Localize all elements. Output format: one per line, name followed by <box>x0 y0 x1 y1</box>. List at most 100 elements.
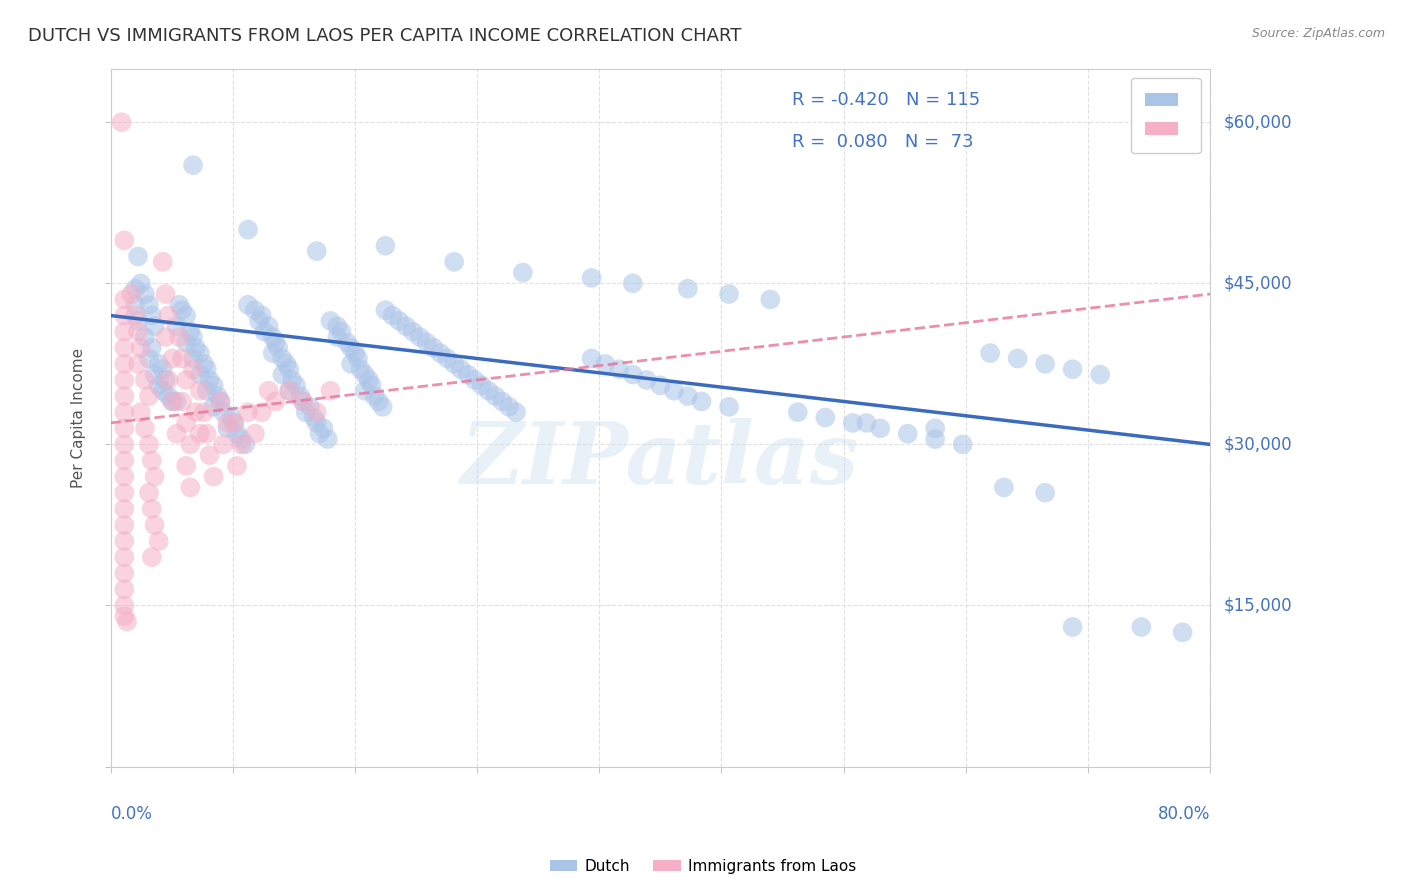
Point <box>169 330 191 344</box>
Point <box>233 437 256 451</box>
Point <box>112 566 135 581</box>
Point <box>464 373 486 387</box>
Point <box>319 314 342 328</box>
Point <box>141 341 163 355</box>
Point <box>202 378 225 392</box>
Point <box>209 394 232 409</box>
Point <box>202 469 225 483</box>
Point <box>112 233 135 247</box>
Text: $60,000: $60,000 <box>1225 113 1292 131</box>
Point <box>112 325 135 339</box>
Point <box>166 319 188 334</box>
Point <box>491 394 513 409</box>
Point <box>236 222 259 236</box>
Point <box>278 384 301 398</box>
Point <box>134 421 156 435</box>
Point <box>129 277 152 291</box>
Point <box>607 362 630 376</box>
Point <box>718 287 741 301</box>
Point <box>484 389 506 403</box>
Point <box>236 405 259 419</box>
Point <box>112 582 135 597</box>
Point <box>152 255 174 269</box>
Point <box>285 378 308 392</box>
Point <box>127 357 149 371</box>
Point <box>162 394 184 409</box>
Point <box>512 266 534 280</box>
Text: R = -0.420   N = 115: R = -0.420 N = 115 <box>792 91 980 109</box>
Point <box>181 351 204 366</box>
Point <box>195 362 218 376</box>
Text: 0.0%: 0.0% <box>111 805 152 823</box>
Text: DUTCH VS IMMIGRANTS FROM LAOS PER CAPITA INCOME CORRELATION CHART: DUTCH VS IMMIGRANTS FROM LAOS PER CAPITA… <box>28 27 741 45</box>
Point <box>250 309 273 323</box>
Point <box>357 373 380 387</box>
Point <box>112 550 135 565</box>
Point <box>157 389 180 403</box>
Point <box>869 421 891 435</box>
Point <box>276 357 298 371</box>
Point <box>271 368 294 382</box>
Point <box>1130 620 1153 634</box>
Point <box>112 373 135 387</box>
Point <box>202 400 225 414</box>
Point <box>278 384 301 398</box>
Point <box>363 389 385 403</box>
Point <box>267 341 290 355</box>
Point <box>305 244 328 258</box>
Point <box>814 410 837 425</box>
Point <box>336 335 359 350</box>
Point <box>112 405 135 419</box>
Point <box>181 362 204 376</box>
Point <box>344 346 367 360</box>
Point <box>143 368 166 382</box>
Point <box>221 410 243 425</box>
Point <box>347 351 370 366</box>
Point <box>443 357 465 371</box>
Point <box>170 394 193 409</box>
Point <box>422 341 444 355</box>
Point <box>112 309 135 323</box>
Point <box>143 319 166 334</box>
Point <box>226 426 249 441</box>
Text: R =  0.080   N =  73: R = 0.080 N = 73 <box>792 133 974 151</box>
Point <box>243 303 266 318</box>
Point <box>112 518 135 533</box>
Point <box>581 271 603 285</box>
Point <box>181 158 204 172</box>
Point <box>330 325 353 339</box>
Point <box>209 394 232 409</box>
Point <box>152 362 174 376</box>
Point <box>112 453 135 467</box>
Point <box>112 341 135 355</box>
Point <box>253 325 276 339</box>
Point <box>174 309 197 323</box>
Point <box>143 469 166 483</box>
Point <box>305 405 328 419</box>
Point <box>979 346 1001 360</box>
Point <box>181 330 204 344</box>
Point <box>112 357 135 371</box>
Point <box>415 335 437 350</box>
Point <box>402 325 425 339</box>
Point <box>243 426 266 441</box>
Point <box>1062 620 1084 634</box>
Point <box>166 394 188 409</box>
Text: $45,000: $45,000 <box>1225 275 1292 293</box>
Point <box>247 314 270 328</box>
Point <box>1171 625 1194 640</box>
Point <box>179 325 201 339</box>
Point <box>471 378 494 392</box>
Point <box>174 335 197 350</box>
Text: 80.0%: 80.0% <box>1157 805 1211 823</box>
Point <box>127 325 149 339</box>
Point <box>129 341 152 355</box>
Point <box>312 421 335 435</box>
Point <box>621 368 644 382</box>
Point <box>298 400 321 414</box>
Point <box>141 309 163 323</box>
Point <box>436 351 458 366</box>
Point <box>134 373 156 387</box>
Text: $30,000: $30,000 <box>1225 435 1292 453</box>
Point <box>138 437 160 451</box>
